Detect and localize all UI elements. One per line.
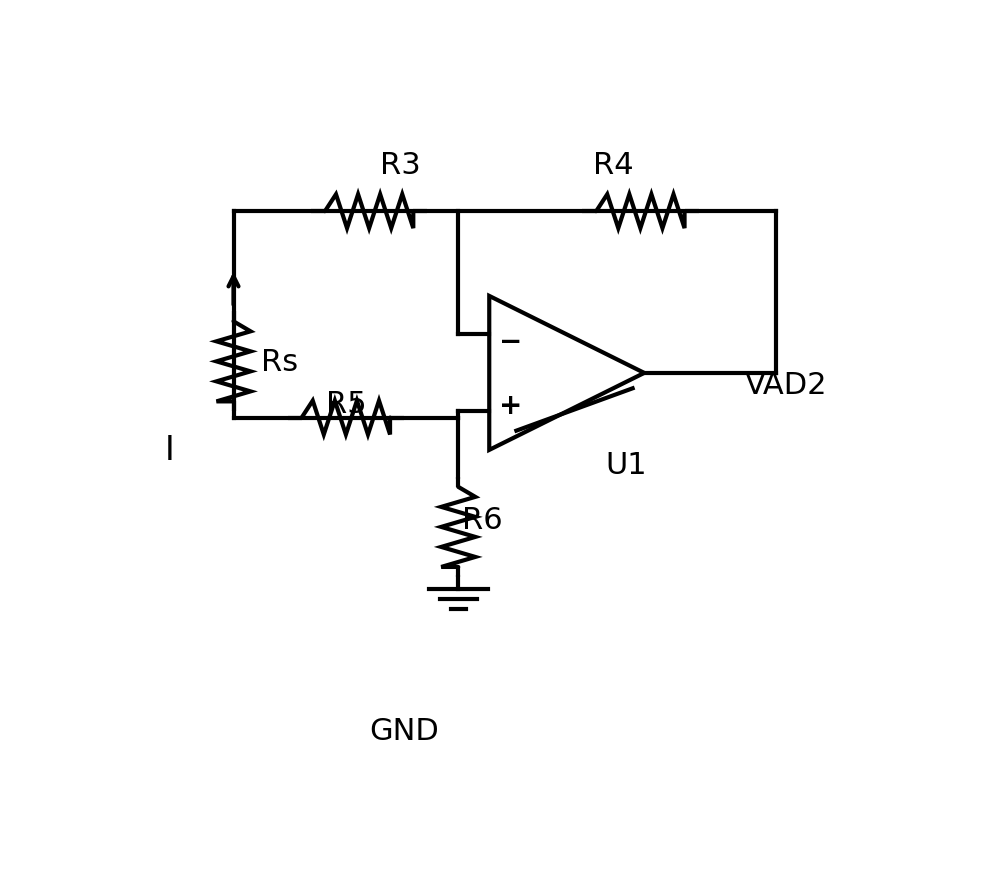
Text: R5: R5 <box>326 389 366 418</box>
Text: Rs: Rs <box>261 348 298 376</box>
Text: R3: R3 <box>380 150 420 180</box>
Text: U1: U1 <box>606 450 647 480</box>
Text: VAD2: VAD2 <box>745 370 828 400</box>
Text: I: I <box>165 434 175 467</box>
Text: R4: R4 <box>593 150 634 180</box>
Text: GND: GND <box>369 717 439 746</box>
Text: R6: R6 <box>462 505 503 534</box>
Text: +: + <box>499 392 523 420</box>
Text: −: − <box>499 328 523 355</box>
